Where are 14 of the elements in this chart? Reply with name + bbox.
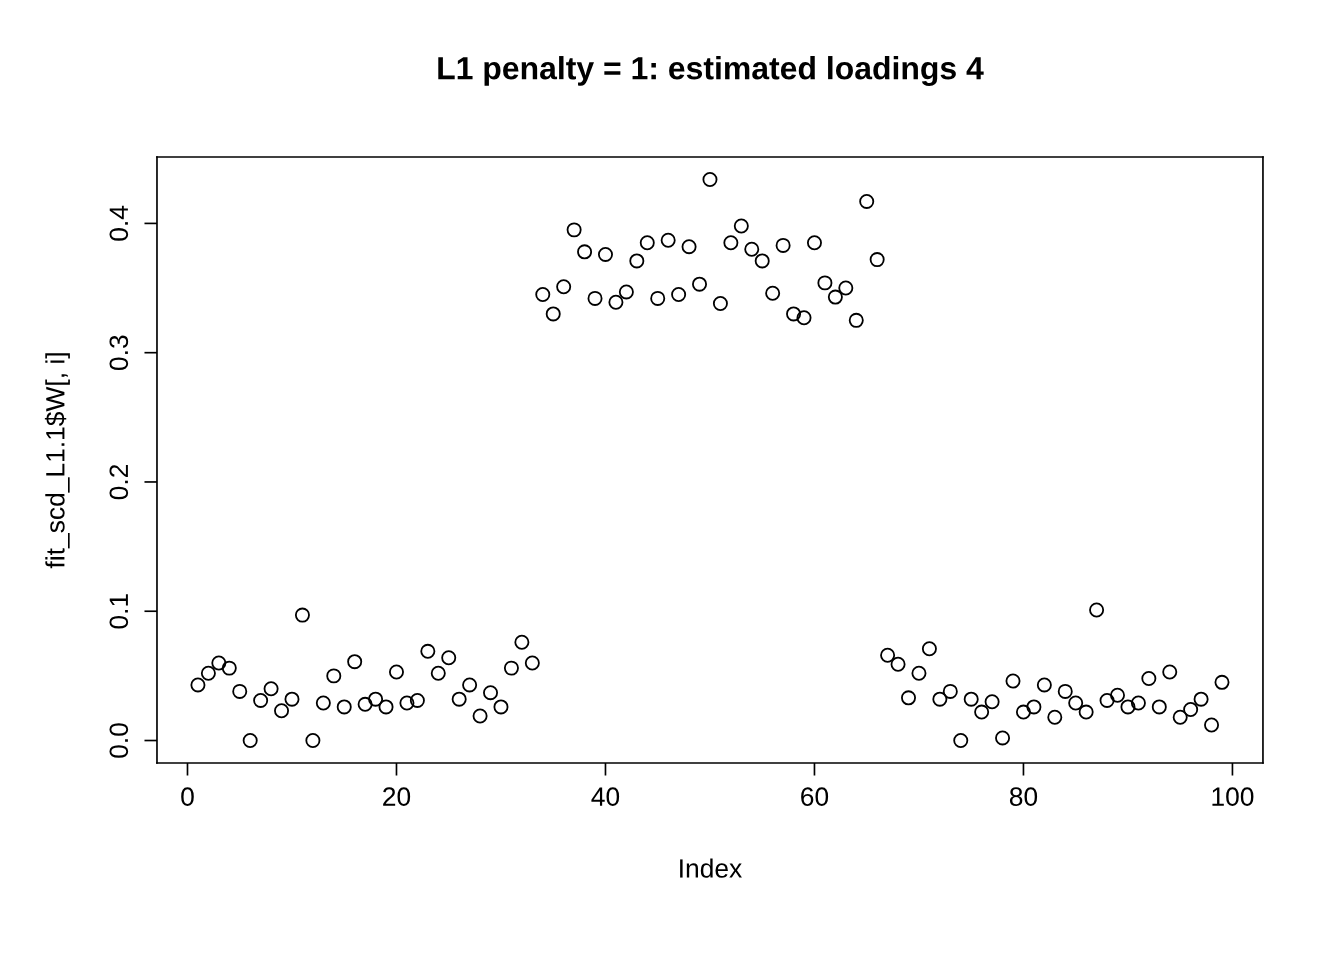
y-tick-label: 0.0 [109,723,129,758]
x-tick-label: 100 [1212,787,1254,806]
y-tick-label: 0.3 [109,335,129,370]
y-tick-label: 0.2 [109,464,129,500]
x-tick-label: 40 [591,787,620,806]
x-tick-label: 20 [383,787,411,806]
x-axis-title: Index [680,858,742,878]
x-tick-label: 80 [1009,787,1038,806]
y-axis-title: fit_scd_L1.1$W[, i] [44,353,70,569]
y-tick-label: 0.4 [109,205,129,241]
x-tick-label: 0 [181,787,194,806]
chart-title: L1 penalty = 1: estimated loadings 4 [438,56,984,86]
x-tick-label: 60 [801,787,829,806]
y-tick-label: 0.1 [109,594,129,629]
